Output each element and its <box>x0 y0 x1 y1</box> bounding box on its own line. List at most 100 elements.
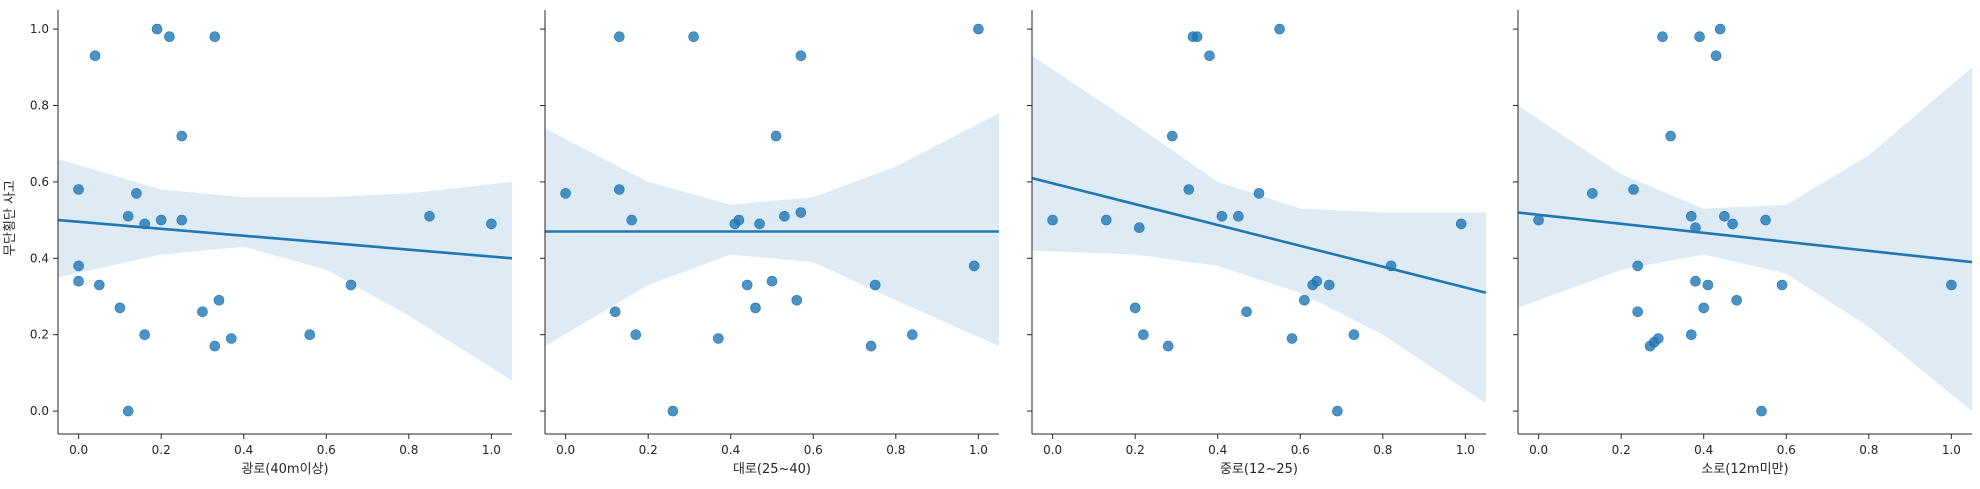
x-tick-label: 0.6 <box>1777 443 1796 457</box>
data-point <box>1628 184 1639 195</box>
x-tick-label: 0.2 <box>639 443 658 457</box>
x-tick-label: 0.4 <box>1694 443 1713 457</box>
data-point <box>741 279 753 291</box>
data-point <box>1138 329 1149 341</box>
data-point <box>94 279 105 291</box>
data-point <box>1727 218 1738 230</box>
data-point <box>973 23 984 35</box>
data-point <box>1323 279 1335 291</box>
data-point <box>1162 340 1174 352</box>
data-point <box>1719 211 1730 222</box>
data-point <box>1632 260 1643 272</box>
data-point <box>1455 218 1467 230</box>
regression-line <box>57 218 513 260</box>
data-point <box>114 302 126 314</box>
x-tick-label: 0.2 <box>152 443 171 457</box>
data-point <box>1587 188 1598 199</box>
data-point <box>1101 214 1112 226</box>
x-tick-label: 0.2 <box>1612 443 1631 457</box>
y-tick-label: 0.0 <box>30 404 49 418</box>
y-tick-label: 0.4 <box>30 251 49 265</box>
data-point <box>1299 294 1310 306</box>
y-tick-label: 0.6 <box>30 175 49 189</box>
data-point <box>176 130 188 142</box>
x-tick-label: 0.4 <box>234 443 253 457</box>
confidence-band <box>545 113 999 347</box>
data-point <box>1686 211 1697 222</box>
data-point <box>1698 302 1709 314</box>
data-point <box>754 218 765 230</box>
data-point <box>164 31 175 43</box>
data-point <box>73 184 84 195</box>
data-point <box>122 211 134 222</box>
data-point <box>1632 306 1643 318</box>
data-point <box>197 306 208 318</box>
x-axis-label: 대로(25~40) <box>733 462 811 477</box>
panels: 0.0 0.2 0.4 0.6 0.8 1.0 0.0 0.2 0.4 0.6 0.8 1.0 광로(4… <box>30 10 1973 477</box>
data-point <box>1286 333 1298 344</box>
data-point <box>155 214 167 226</box>
x-tick-label: 0.8 <box>399 443 418 457</box>
x-tick-label: 0.4 <box>1208 443 1227 457</box>
data-point <box>1710 50 1722 62</box>
panel-2: 0.0 0.2 0.4 0.6 0.8 1.0 대로(25~40) <box>540 10 999 477</box>
y-tick-label: 1.0 <box>30 22 49 36</box>
data-point <box>1714 23 1726 35</box>
data-point <box>151 23 163 35</box>
data-point <box>1134 222 1145 233</box>
data-point <box>1702 279 1714 291</box>
data-point <box>131 188 142 199</box>
data-point <box>626 214 638 226</box>
data-point <box>1183 184 1195 195</box>
data-point <box>609 306 621 318</box>
data-point <box>667 405 679 417</box>
data-point <box>1348 329 1360 341</box>
data-point <box>1216 211 1228 222</box>
data-point <box>1204 50 1215 62</box>
x-tick-label: 0.8 <box>886 443 905 457</box>
x-tick-label: 0.6 <box>1291 443 1310 457</box>
data-point <box>1191 31 1203 43</box>
data-point <box>1946 279 1957 291</box>
x-tick-label: 0.4 <box>721 443 740 457</box>
data-point <box>766 275 778 287</box>
data-point <box>865 340 877 352</box>
data-point <box>613 184 625 195</box>
x-tick-label: 0.2 <box>1126 443 1145 457</box>
data-point <box>688 31 699 43</box>
data-point <box>1167 130 1178 142</box>
panel-4: 0.0 0.2 0.4 0.6 0.8 1.0 소로(12m미만) <box>1513 10 1973 477</box>
panel-3: 0.0 0.2 0.4 0.6 0.8 1.0 중로(12~25) <box>1027 10 1487 477</box>
data-point <box>779 211 790 222</box>
data-point <box>1665 130 1676 142</box>
x-tick-label: 0.8 <box>1373 443 1392 457</box>
data-point <box>1776 279 1788 291</box>
data-point <box>1756 405 1767 417</box>
data-point <box>968 260 980 272</box>
data-point <box>733 214 745 226</box>
data-point <box>89 50 101 62</box>
data-point <box>1241 306 1252 318</box>
data-point <box>613 31 625 43</box>
y-axis-label: 무단횡단 사고 <box>3 180 18 256</box>
data-point <box>1731 294 1742 306</box>
data-point <box>213 294 225 306</box>
data-point <box>1533 214 1544 226</box>
data-point <box>1690 275 1701 287</box>
data-point <box>1311 275 1323 287</box>
data-point <box>424 211 435 222</box>
data-point <box>1657 31 1668 43</box>
data-point <box>1332 405 1343 417</box>
data-point <box>139 329 150 341</box>
regression-line <box>1517 211 1973 264</box>
data-point <box>1760 214 1771 226</box>
data-point <box>226 333 237 344</box>
x-tick-label: 1.0 <box>482 443 501 457</box>
data-point <box>795 50 807 62</box>
x-tick-label: 0.6 <box>804 443 823 457</box>
data-point <box>304 329 316 341</box>
x-tick-label: 0.0 <box>556 443 575 457</box>
data-point <box>1653 333 1664 344</box>
x-tick-label: 1.0 <box>969 443 988 457</box>
